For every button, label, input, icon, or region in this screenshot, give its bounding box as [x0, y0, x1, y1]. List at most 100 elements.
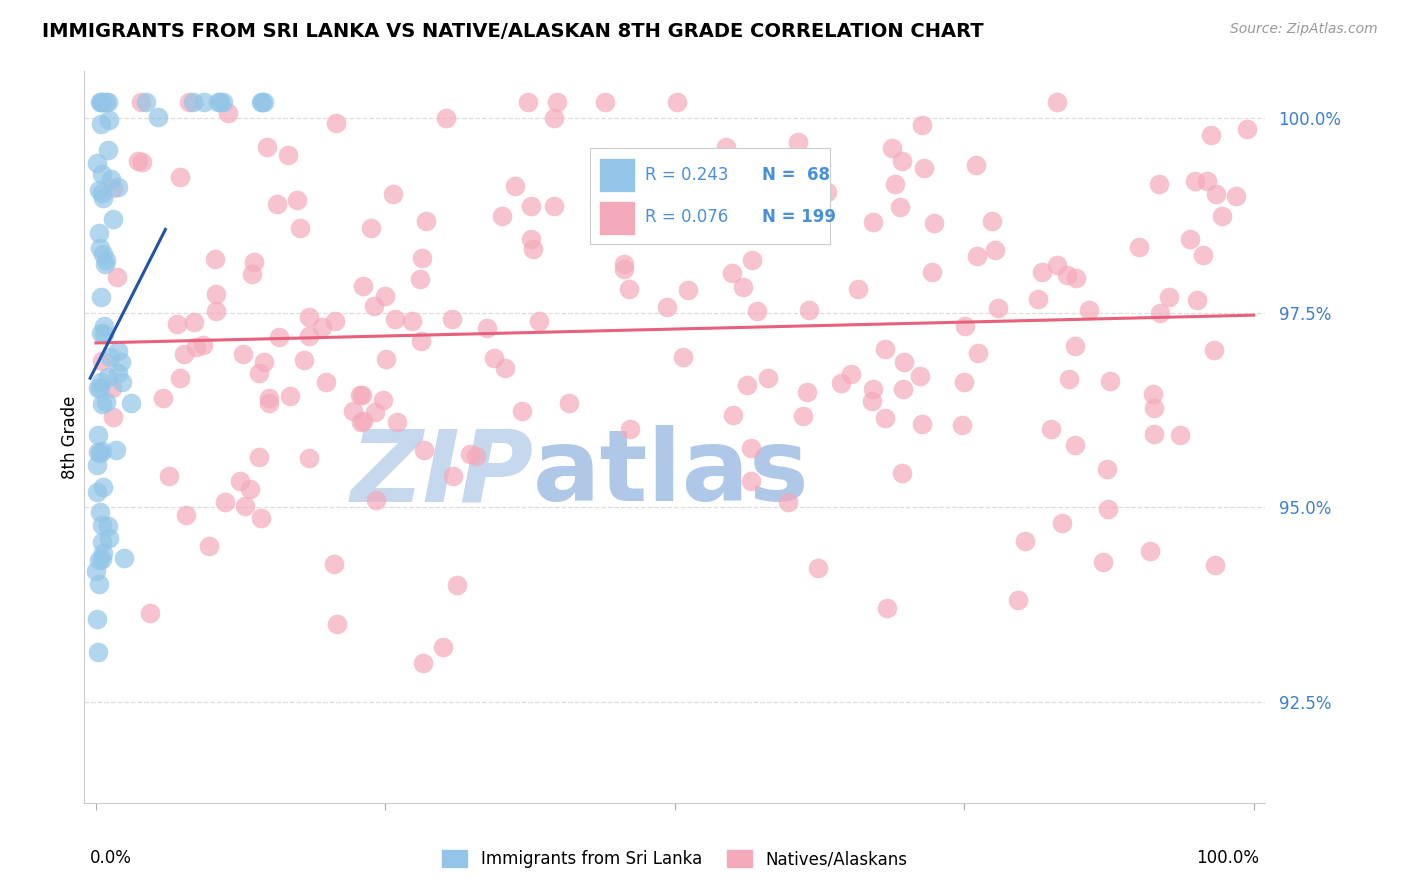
Point — [655, 301, 678, 315]
Point — [166, 317, 188, 331]
Point — [720, 266, 742, 280]
Point — [1026, 293, 1049, 307]
Point — [1078, 302, 1101, 317]
Point — [747, 304, 769, 318]
Point — [1205, 186, 1227, 201]
Point — [980, 213, 1002, 227]
Point — [110, 355, 132, 369]
Point — [950, 417, 973, 432]
Point — [862, 214, 884, 228]
Point — [90, 354, 112, 368]
Point — [98, 351, 121, 365]
Point — [1149, 306, 1171, 320]
Point — [373, 393, 395, 408]
Point — [364, 405, 387, 419]
Bar — [599, 158, 636, 192]
Point — [908, 369, 931, 384]
Point — [384, 312, 406, 326]
Text: R = 0.243: R = 0.243 — [645, 166, 728, 184]
Point — [1168, 428, 1191, 442]
Point — [911, 118, 934, 132]
Point — [90, 375, 112, 389]
Point — [107, 344, 129, 359]
Point — [382, 187, 405, 202]
Point — [152, 391, 174, 405]
Point — [862, 382, 884, 396]
Point — [315, 375, 337, 389]
Point — [97, 531, 120, 545]
Point — [84, 564, 107, 578]
Point — [409, 334, 432, 348]
Point — [100, 172, 122, 186]
Point — [326, 616, 349, 631]
Text: R = 0.076: R = 0.076 — [645, 209, 728, 227]
Point — [139, 606, 162, 620]
Point — [830, 376, 852, 391]
Point — [374, 289, 396, 303]
Point — [131, 155, 153, 169]
Point — [107, 367, 129, 381]
Point — [967, 346, 990, 360]
Point — [257, 391, 280, 405]
Point — [792, 409, 814, 423]
Point — [97, 144, 120, 158]
Point — [1040, 422, 1063, 436]
Point — [1007, 593, 1029, 607]
Point — [434, 111, 457, 125]
Point — [672, 350, 695, 364]
Point — [105, 270, 128, 285]
Text: N = 199: N = 199 — [762, 209, 837, 227]
Point — [889, 200, 911, 214]
Point — [239, 483, 262, 497]
Point — [1046, 258, 1069, 272]
Point — [875, 342, 897, 356]
Point — [184, 340, 207, 354]
Point — [464, 449, 486, 463]
Point — [214, 495, 236, 509]
Point — [965, 158, 987, 172]
Text: 100.0%: 100.0% — [1197, 849, 1260, 868]
Point — [1014, 534, 1036, 549]
Point — [1097, 501, 1119, 516]
Point — [311, 320, 333, 334]
Point — [285, 193, 308, 207]
Point — [482, 351, 505, 365]
Point — [412, 656, 434, 670]
Point — [1142, 387, 1164, 401]
Point — [352, 279, 374, 293]
Point — [112, 551, 135, 566]
Point — [1195, 174, 1218, 188]
Point — [87, 553, 110, 567]
Point — [177, 95, 200, 110]
Point — [90, 95, 112, 110]
Point — [105, 443, 128, 458]
Point — [93, 319, 115, 334]
Point — [952, 375, 974, 389]
Point — [352, 414, 374, 428]
Point — [204, 252, 226, 266]
Point — [86, 484, 108, 499]
Point — [756, 371, 779, 385]
Point — [543, 112, 565, 126]
Point — [91, 95, 114, 110]
Point — [89, 95, 111, 110]
Point — [240, 267, 263, 281]
Point — [890, 153, 912, 168]
Point — [135, 95, 157, 110]
Point — [298, 328, 321, 343]
Point — [193, 338, 215, 352]
Point — [89, 505, 111, 519]
Point — [197, 539, 219, 553]
Point — [89, 241, 111, 255]
Point — [882, 141, 904, 155]
Point — [644, 190, 666, 204]
Point — [1201, 128, 1223, 143]
Point — [510, 403, 533, 417]
Point — [89, 380, 111, 394]
Point — [491, 209, 513, 223]
Point — [873, 411, 896, 425]
Point — [86, 458, 108, 473]
Point — [401, 314, 423, 328]
Point — [100, 381, 122, 395]
Point — [247, 450, 270, 464]
